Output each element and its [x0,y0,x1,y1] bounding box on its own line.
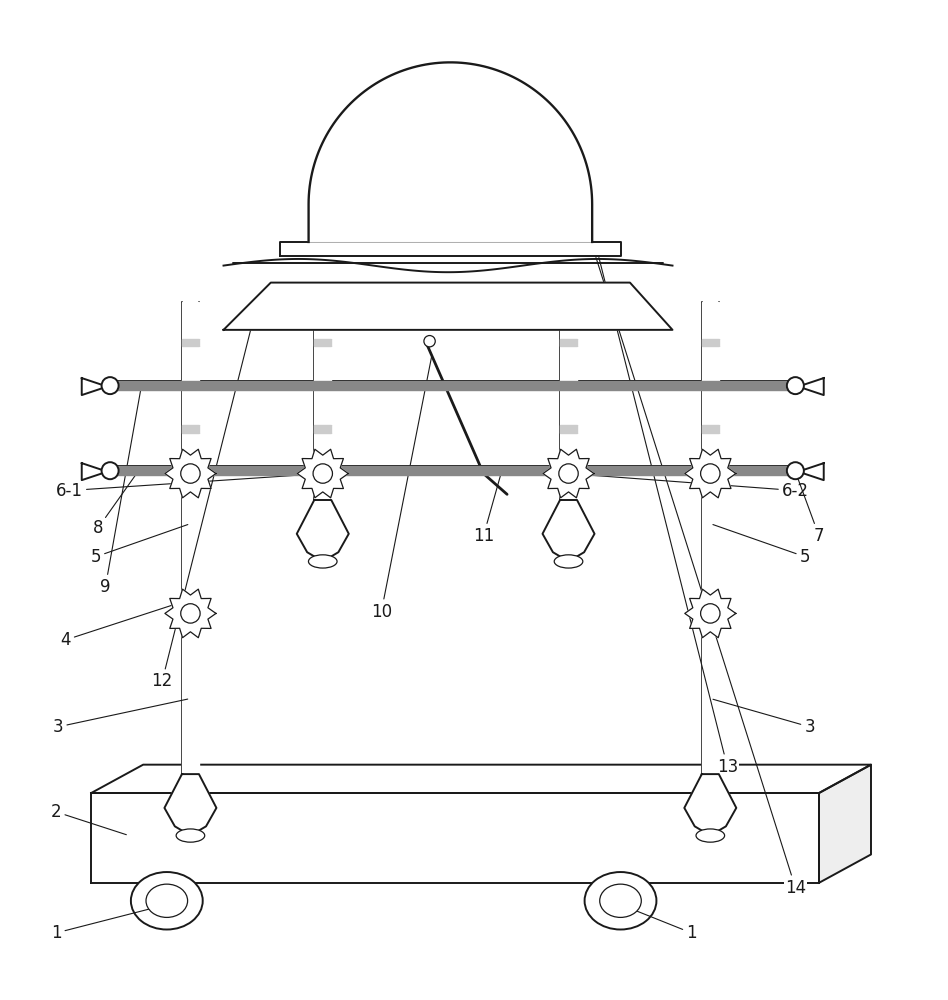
Polygon shape [182,389,199,469]
Text: 12: 12 [152,309,256,690]
Polygon shape [297,500,349,561]
Text: 5: 5 [713,525,811,566]
Polygon shape [164,774,216,836]
Polygon shape [560,483,577,491]
Ellipse shape [146,884,188,917]
Polygon shape [314,339,331,346]
Circle shape [424,336,435,347]
Polygon shape [560,474,577,500]
Ellipse shape [308,555,337,568]
Polygon shape [314,425,331,433]
Text: 14: 14 [560,143,806,897]
Circle shape [181,464,200,483]
Circle shape [313,464,333,483]
Polygon shape [684,449,736,498]
Text: 5: 5 [91,525,188,566]
Circle shape [181,604,200,623]
Polygon shape [91,765,871,793]
Circle shape [701,464,720,483]
Ellipse shape [176,829,205,842]
Polygon shape [281,242,621,256]
Text: 3: 3 [53,699,188,736]
Polygon shape [798,378,824,395]
Polygon shape [543,449,594,498]
Ellipse shape [555,555,583,568]
Text: 4: 4 [61,600,188,649]
Text: 7: 7 [796,474,824,545]
Polygon shape [298,449,348,498]
Polygon shape [684,774,737,836]
Polygon shape [702,621,719,628]
Polygon shape [165,449,216,498]
Polygon shape [91,793,819,883]
Text: 6-1: 6-1 [56,474,320,500]
Polygon shape [82,463,107,480]
Polygon shape [182,425,199,433]
Polygon shape [560,302,577,384]
Polygon shape [182,474,199,774]
Text: 10: 10 [371,355,432,621]
Polygon shape [560,425,577,433]
Polygon shape [819,765,871,883]
Polygon shape [542,500,594,561]
Text: 13: 13 [597,252,738,776]
Polygon shape [702,474,719,774]
Circle shape [558,464,578,483]
Polygon shape [182,339,199,346]
Circle shape [101,462,118,479]
Polygon shape [182,302,199,384]
Polygon shape [314,474,331,500]
Text: 9: 9 [100,389,141,596]
Ellipse shape [696,829,724,842]
Polygon shape [182,621,199,628]
Polygon shape [560,339,577,346]
Text: 6-2: 6-2 [572,474,809,500]
Text: 2: 2 [51,803,126,835]
Text: 1: 1 [51,905,164,942]
Polygon shape [702,389,719,469]
Ellipse shape [600,884,641,917]
Circle shape [101,377,118,394]
Text: 3: 3 [713,699,815,736]
Polygon shape [684,589,736,638]
Polygon shape [110,466,795,475]
Text: 1: 1 [623,906,697,942]
Circle shape [787,377,804,394]
Circle shape [701,604,720,623]
Circle shape [787,462,804,479]
Polygon shape [314,302,331,384]
Polygon shape [314,389,331,469]
Polygon shape [560,389,577,469]
Polygon shape [702,302,719,384]
Polygon shape [314,483,331,491]
Text: 11: 11 [473,471,501,545]
Polygon shape [309,62,592,242]
Polygon shape [702,339,719,346]
Ellipse shape [585,872,656,930]
Polygon shape [82,378,107,395]
Polygon shape [165,589,216,638]
Ellipse shape [131,872,203,930]
Polygon shape [224,283,672,330]
Polygon shape [798,463,824,480]
Polygon shape [702,425,719,433]
Polygon shape [110,381,795,390]
Text: 8: 8 [93,469,139,537]
